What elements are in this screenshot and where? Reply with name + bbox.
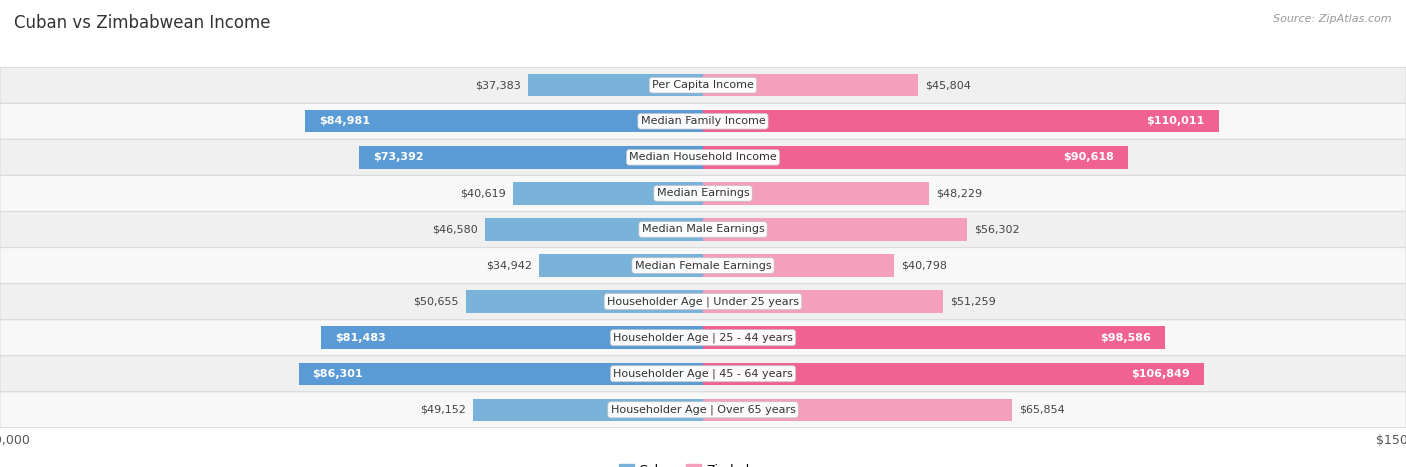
FancyBboxPatch shape	[0, 248, 1406, 283]
Text: $98,586: $98,586	[1099, 333, 1152, 343]
Text: $81,483: $81,483	[335, 333, 385, 343]
Bar	[465, 290, 703, 313]
Bar	[703, 399, 1012, 421]
Text: $40,619: $40,619	[460, 188, 506, 198]
FancyBboxPatch shape	[0, 103, 1406, 139]
Text: Householder Age | 45 - 64 years: Householder Age | 45 - 64 years	[613, 368, 793, 379]
Text: $40,798: $40,798	[901, 261, 948, 270]
Text: Source: ZipAtlas.com: Source: ZipAtlas.com	[1274, 14, 1392, 24]
Text: $37,383: $37,383	[475, 80, 520, 90]
Text: $46,580: $46,580	[432, 225, 478, 234]
Text: Median Household Income: Median Household Income	[628, 152, 778, 163]
FancyBboxPatch shape	[0, 356, 1406, 392]
Text: $50,655: $50,655	[413, 297, 458, 307]
Text: Median Female Earnings: Median Female Earnings	[634, 261, 772, 270]
FancyBboxPatch shape	[0, 320, 1406, 355]
Text: $34,942: $34,942	[486, 261, 533, 270]
Text: $51,259: $51,259	[950, 297, 995, 307]
FancyBboxPatch shape	[0, 392, 1406, 428]
Bar	[703, 255, 894, 277]
FancyBboxPatch shape	[0, 212, 1406, 248]
Text: $110,011: $110,011	[1146, 116, 1205, 126]
Bar	[703, 110, 1219, 133]
Bar	[703, 362, 1204, 385]
Text: Per Capita Income: Per Capita Income	[652, 80, 754, 90]
Text: Median Family Income: Median Family Income	[641, 116, 765, 126]
Bar	[513, 182, 703, 205]
Text: Householder Age | Under 25 years: Householder Age | Under 25 years	[607, 297, 799, 307]
Bar	[359, 146, 703, 169]
Text: Median Male Earnings: Median Male Earnings	[641, 225, 765, 234]
Bar	[540, 255, 703, 277]
Bar	[703, 326, 1166, 349]
FancyBboxPatch shape	[0, 140, 1406, 175]
Text: Householder Age | 25 - 44 years: Householder Age | 25 - 44 years	[613, 333, 793, 343]
Bar	[703, 182, 929, 205]
Bar	[472, 399, 703, 421]
Text: $56,302: $56,302	[974, 225, 1019, 234]
Bar	[527, 74, 703, 96]
Bar	[703, 146, 1128, 169]
Bar	[305, 110, 703, 133]
FancyBboxPatch shape	[0, 176, 1406, 211]
Bar	[703, 218, 967, 241]
Bar	[485, 218, 703, 241]
Text: $90,618: $90,618	[1063, 152, 1114, 163]
Text: $49,152: $49,152	[420, 405, 465, 415]
Bar	[321, 326, 703, 349]
Text: $48,229: $48,229	[936, 188, 983, 198]
Text: $45,804: $45,804	[925, 80, 970, 90]
Bar	[703, 290, 943, 313]
Bar	[703, 74, 918, 96]
Text: Median Earnings: Median Earnings	[657, 188, 749, 198]
Bar	[298, 362, 703, 385]
Text: $86,301: $86,301	[312, 369, 363, 379]
Text: $106,849: $106,849	[1130, 369, 1189, 379]
Text: $65,854: $65,854	[1019, 405, 1064, 415]
FancyBboxPatch shape	[0, 284, 1406, 319]
Legend: Cuban, Zimbabwean: Cuban, Zimbabwean	[613, 459, 793, 467]
Text: $73,392: $73,392	[373, 152, 423, 163]
Text: Householder Age | Over 65 years: Householder Age | Over 65 years	[610, 404, 796, 415]
Text: Cuban vs Zimbabwean Income: Cuban vs Zimbabwean Income	[14, 14, 270, 32]
Text: $84,981: $84,981	[319, 116, 370, 126]
FancyBboxPatch shape	[0, 67, 1406, 103]
